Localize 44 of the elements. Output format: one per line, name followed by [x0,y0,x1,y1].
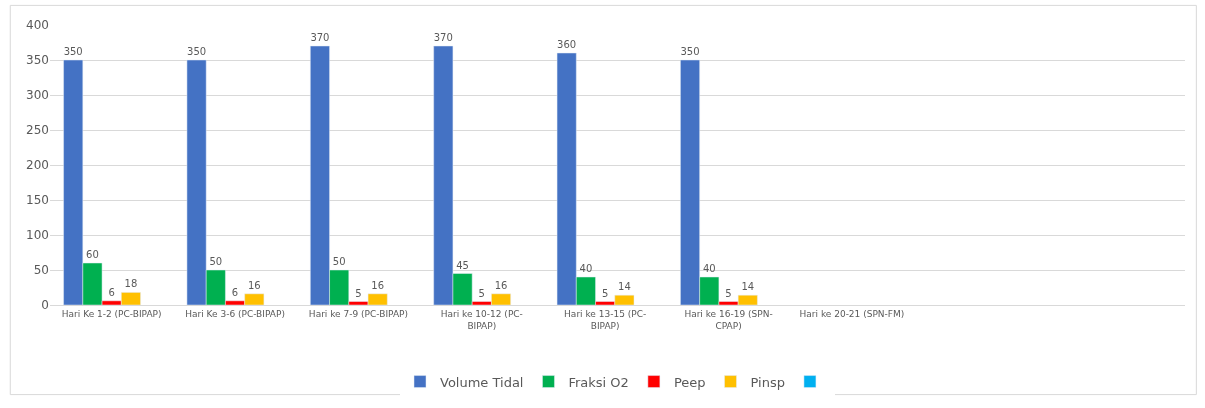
data-label: 45 [456,259,469,271]
data-label: 16 [247,279,261,291]
data-label: 40 [579,263,593,274]
data-label: 50 [209,256,223,267]
legend-label: Volume Tidal [440,374,524,390]
x-tick-label: Hari ke 7-9 (PC-BIPAP) [308,308,408,319]
data-label: 5 [355,287,362,299]
x-tick-label: Hari ke 13-15 (PC-BIPAP) [564,308,647,331]
data-label: 350 [63,46,83,57]
x-tick-label: Hari ke 16-19 (SPN-CPAP) [684,308,773,331]
data-label: 14 [741,281,755,293]
data-label: 350 [187,46,207,57]
x-tick-label: Hari ke 20-21 (SPN-FM) [799,308,905,319]
y-tick-label: 300 [26,88,49,103]
y-tick-label: 150 [26,193,49,208]
data-label: 6 [108,286,115,298]
y-tick-label: 200 [26,158,49,173]
legend-label: Fraksi O2 [568,374,629,390]
data-label: 6 [231,286,239,298]
data-label: 370 [433,32,453,43]
y-tick-label: 0 [41,298,49,313]
data-label: 16 [494,279,508,291]
data-label: 5 [478,287,485,299]
data-label: 5 [601,287,609,299]
legend-label: Peep [673,374,706,390]
y-tick-label: 100 [26,228,49,243]
data-label: 50 [332,256,346,267]
y-tick-label: 350 [26,53,49,68]
data-label: 60 [86,249,99,260]
data-label: 16 [371,279,385,291]
y-tick-label: 400 [26,18,49,33]
y-tick-label: 50 [33,263,49,278]
legend-label: Pinsp [750,374,785,390]
data-label: 18 [124,278,138,290]
data-label: 350 [680,46,700,57]
data-label: 360 [557,39,577,50]
x-tick-label: Hari Ke 1-2 (PC-BIPAP) [61,308,162,319]
data-label: 40 [702,263,716,274]
data-label: 14 [618,281,631,293]
x-tick-label: Hari Ke 3-6 (PC-BIPAP) [185,308,285,319]
data-label: 5 [725,287,732,299]
x-tick-label: Hari ke 10-12 (PC-BIPAP) [440,308,523,331]
data-label: 370 [310,32,330,43]
y-tick-label: 250 [26,123,49,138]
